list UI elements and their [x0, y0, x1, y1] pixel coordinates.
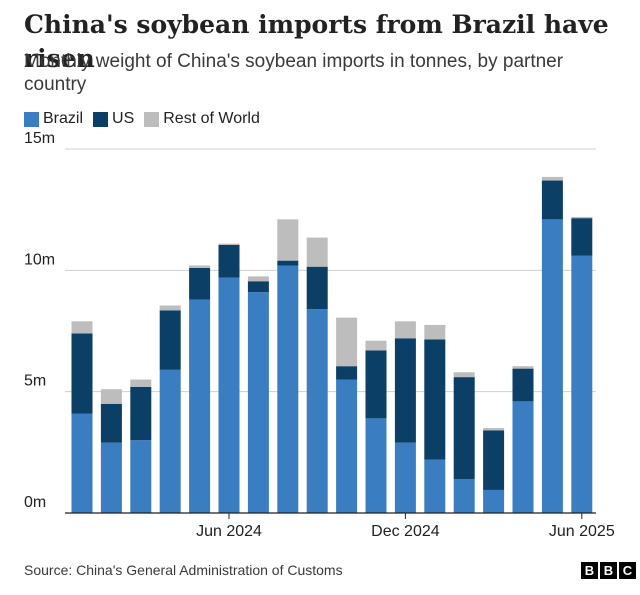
bbc-logo: B B C — [579, 562, 636, 579]
x-tick-label: Dec 2024 — [371, 523, 440, 540]
bar-segment-brazil — [365, 418, 387, 513]
bar-segment-us — [571, 218, 593, 256]
source-note: Source: China's General Administration o… — [24, 562, 343, 578]
bar-segment-brazil — [571, 255, 593, 514]
bar-segment-rest — [247, 276, 269, 282]
bar-segment-rest — [159, 305, 181, 311]
bar-segment-us — [453, 377, 475, 480]
bar-segment-us — [218, 244, 240, 278]
x-tick-label: Jun 2024 — [196, 523, 262, 540]
bar-segment-rest — [571, 216, 593, 219]
y-tick-label: 15m — [24, 130, 55, 147]
bar-segment-us — [247, 281, 269, 293]
y-tick-label: 10m — [24, 251, 55, 268]
chart-title: China's soybean imports from Brazil have… — [24, 10, 609, 73]
bar-segment-us — [277, 260, 299, 266]
bar-segment-rest — [541, 176, 563, 181]
bar-segment-us — [541, 180, 563, 220]
bar-segment-brazil — [159, 369, 181, 513]
bar-segment-rest — [71, 321, 93, 334]
bar-segment-brazil — [453, 479, 475, 513]
legend-label-brazil: Brazil — [43, 110, 84, 127]
bar-segment-rest — [365, 340, 387, 351]
bar-segment-us — [71, 333, 93, 414]
bar-segment-rest — [512, 366, 534, 369]
bbc-logo-block: B — [581, 562, 598, 579]
x-tick-label: Jun 2025 — [549, 523, 615, 540]
bbc-logo-block: C — [619, 562, 636, 579]
bar-segment-brazil — [277, 265, 299, 513]
bbc-logo-block: B — [600, 562, 617, 579]
bar-segment-brazil — [336, 379, 358, 513]
bar-segment-us — [424, 339, 446, 460]
legend-item-us: US — [93, 110, 134, 128]
bar-segment-rest — [483, 428, 505, 431]
legend-swatch-rest-of-world — [144, 111, 160, 127]
bar-segment-us — [189, 267, 211, 300]
y-tick-label: 5m — [24, 373, 46, 390]
legend-swatch-us — [93, 111, 109, 127]
legend: Brazil US Rest of World — [24, 108, 270, 130]
bar-segment-us — [512, 368, 534, 402]
bar-segment-us — [306, 266, 328, 310]
bar-segment-us — [100, 403, 122, 443]
bar-segment-brazil — [71, 413, 93, 513]
bar-segment-brazil — [189, 299, 211, 513]
bar-segment-rest — [424, 324, 446, 340]
legend-label-us: US — [112, 110, 135, 127]
bar-segment-brazil — [483, 489, 505, 513]
legend-item-rest-of-world: Rest of World — [144, 110, 260, 128]
bar-segment-brazil — [394, 442, 416, 513]
legend-label-rest-of-world: Rest of World — [163, 110, 260, 127]
bar-segment-brazil — [306, 309, 328, 513]
bar-segment-rest — [189, 265, 211, 268]
bar-segment-rest — [453, 372, 475, 378]
legend-item-brazil: Brazil — [24, 110, 83, 128]
bar-segment-rest — [306, 237, 328, 267]
y-tick-label: 0m — [24, 494, 46, 511]
bar-segment-us — [130, 386, 152, 441]
bar-segment-brazil — [512, 401, 534, 513]
bar-segment-rest — [130, 379, 152, 387]
bar-segment-brazil — [541, 219, 563, 513]
bar-segment-rest — [100, 389, 122, 404]
bar-segment-brazil — [424, 459, 446, 513]
bar-segment-brazil — [247, 292, 269, 513]
legend-swatch-brazil — [24, 111, 39, 127]
bar-segment-rest — [336, 317, 358, 367]
bar-segment-us — [365, 350, 387, 419]
bar-segment-us — [394, 338, 416, 443]
bar-segment-brazil — [100, 442, 122, 513]
chart-subtitle: Monthly weight of China's soybean import… — [24, 51, 564, 95]
bar-segment-us — [336, 366, 358, 380]
bar-segment-brazil — [218, 277, 240, 513]
bar-segment-rest — [218, 243, 240, 245]
bar-segment-brazil — [130, 440, 152, 513]
bar-segment-rest — [394, 321, 416, 339]
bar-segment-rest — [277, 219, 299, 261]
bar-segment-us — [483, 430, 505, 490]
bar-segment-us — [159, 310, 181, 370]
